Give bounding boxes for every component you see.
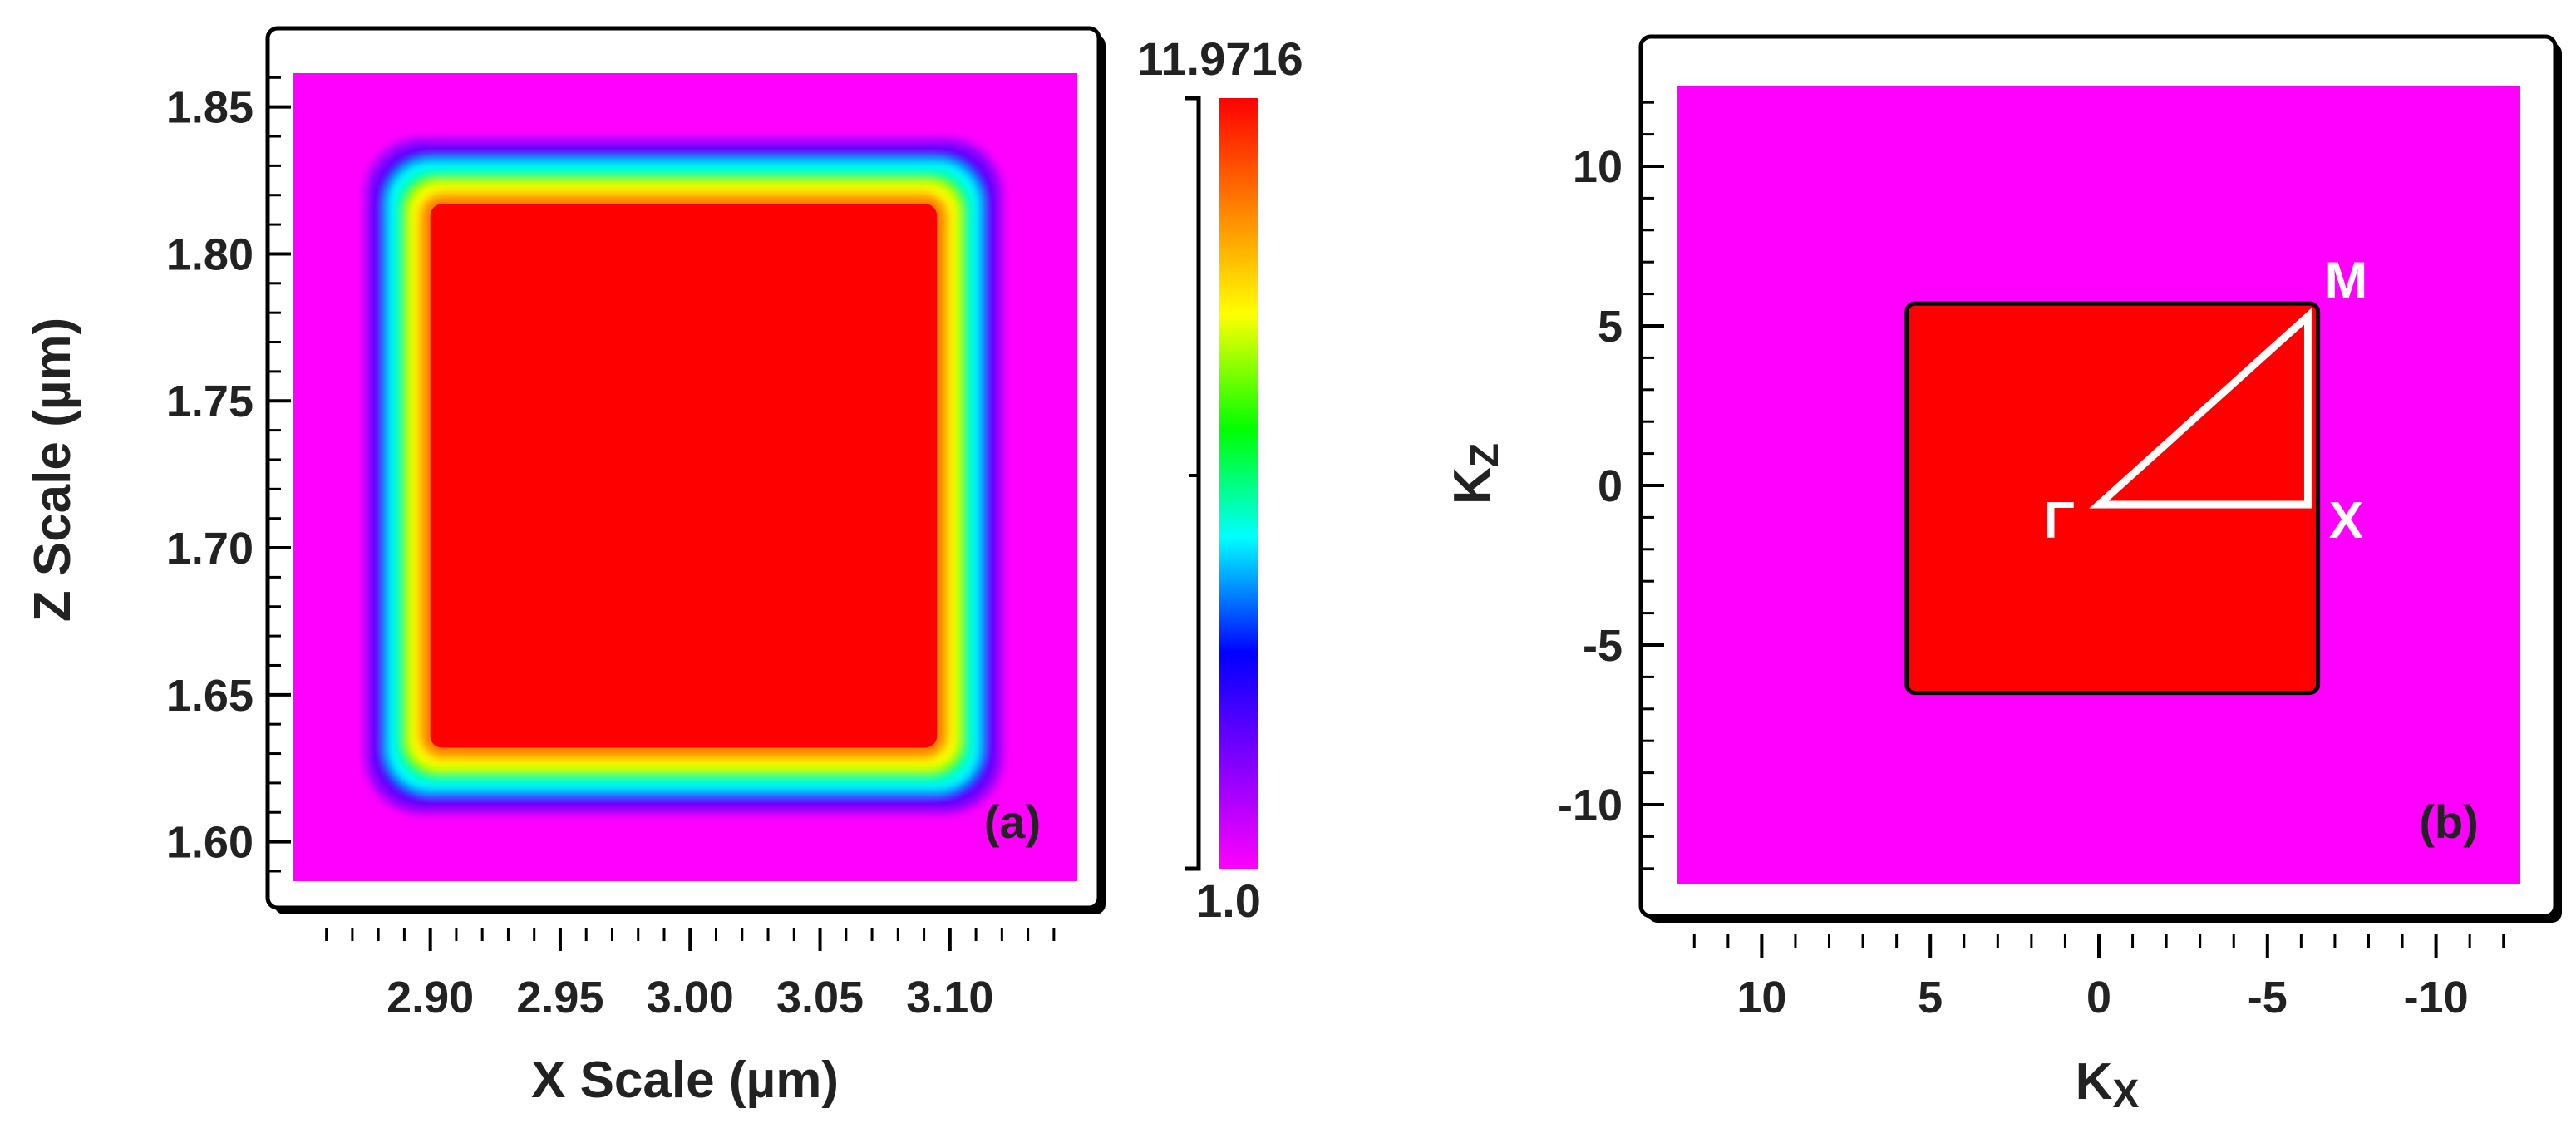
colorbar-axis [1185, 96, 1201, 871]
symmetry-point-label: X [2329, 492, 2363, 549]
x-axis-label: X Scale (µm) [531, 1052, 839, 1109]
colorbar-min-label: 1.0 [1196, 874, 1261, 927]
x-axis-ticks: 2.90 2.95 3.00 3.05 3.10 [325, 928, 1056, 1022]
x-tick-label: 3.10 [906, 973, 993, 1022]
colorbar-gradient-strip [1219, 98, 1258, 869]
x-axis-label-sub: X [2112, 1072, 2139, 1116]
y-tick-label: -10 [1558, 781, 1623, 830]
x-axis-ticks: 10 5 0 -5 -10 [1692, 934, 2505, 1022]
symmetry-point-label: Γ [2043, 492, 2074, 549]
symmetry-path [2089, 308, 2312, 509]
x-axis-label: KX [2076, 1053, 2140, 1116]
y-axis-label-sub: Z [1463, 443, 1507, 467]
x-tick-label: 0 [2086, 973, 2111, 1022]
x-tick-label: 3.05 [776, 973, 864, 1022]
y-tick-label: -5 [1583, 621, 1623, 671]
y-axis-label-main: K [1444, 467, 1501, 505]
x-tick-label: 10 [1736, 973, 1786, 1022]
field-map [293, 73, 1077, 881]
panel-label-a: (a) [984, 796, 1041, 848]
y-axis-ticks: -10 -5 0 5 10 [1558, 101, 1664, 870]
colorbar: 11.9716 1.0 [1137, 32, 1303, 927]
x-tick-label: 2.90 [387, 973, 474, 1022]
dielectric-rod [430, 204, 938, 748]
y-tick-label: 0 [1598, 461, 1623, 511]
y-axis-ticks: 1.60 1.65 1.70 1.75 1.80 1.85 [166, 76, 291, 873]
x-tick-label: -10 [2404, 973, 2469, 1022]
y-tick-label: 1.80 [166, 229, 254, 279]
x-tick-label: 2.95 [516, 973, 603, 1022]
x-tick-label: -5 [2248, 973, 2288, 1022]
panel-a: 1.60 1.65 1.70 1.75 1.80 1.85 2.90 2.95 3.00 3.0… [24, 26, 1106, 1109]
y-tick-label: 1.65 [166, 671, 254, 721]
x-tick-label: 3.00 [647, 973, 734, 1022]
y-tick-label: 1.70 [166, 524, 254, 574]
y-tick-label: 1.75 [166, 377, 254, 426]
y-tick-label: 1.85 [166, 83, 254, 133]
panel-label-b: (b) [2419, 796, 2479, 848]
symmetry-points: Γ X M [2043, 252, 2367, 549]
y-tick-label: 5 [1598, 302, 1623, 352]
y-tick-label: 1.60 [166, 818, 254, 868]
colorbar-max-label: 11.9716 [1137, 32, 1303, 85]
symmetry-point-label: M [2325, 252, 2368, 309]
y-tick-label: 10 [1573, 142, 1623, 192]
x-tick-label: 5 [1918, 973, 1943, 1022]
y-axis-label: Z Scale (µm) [24, 318, 81, 623]
x-axis-label-main: K [2076, 1053, 2113, 1111]
y-axis-label: KZ [1444, 443, 1507, 505]
